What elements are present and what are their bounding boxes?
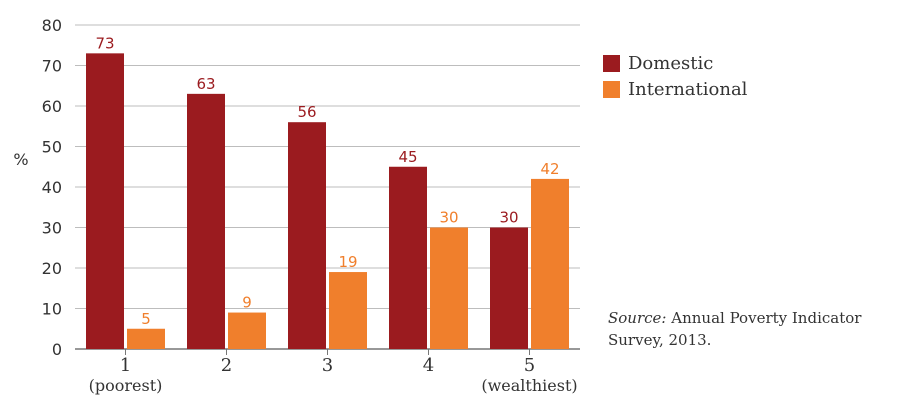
x-tick-label: 5 xyxy=(524,355,535,376)
bar-domestic xyxy=(389,166,427,349)
data-label-international: 42 xyxy=(540,160,559,178)
legend-label-international: International xyxy=(628,78,748,100)
x-tick-sublabel: (poorest) xyxy=(89,376,163,395)
y-tick-label: 0 xyxy=(52,340,62,359)
y-tick-label: 40 xyxy=(42,178,62,197)
data-label-domestic: 63 xyxy=(196,75,215,93)
data-label-international: 9 xyxy=(242,294,252,312)
y-tick-label: 60 xyxy=(42,97,62,116)
legend-swatch-domestic xyxy=(603,54,620,72)
bar-domestic xyxy=(86,53,124,349)
bar-international xyxy=(531,178,569,349)
source-note: Source: Annual Poverty Indicator Survey,… xyxy=(608,307,919,351)
bar-international xyxy=(127,328,165,349)
x-tick-label: 4 xyxy=(423,355,434,376)
bar-domestic xyxy=(490,227,528,349)
data-label-domestic: 56 xyxy=(297,103,316,121)
y-tick-label: 50 xyxy=(42,138,62,157)
bar-international xyxy=(329,272,367,349)
data-label-international: 5 xyxy=(141,310,151,328)
x-tick-label: 1 xyxy=(120,355,131,376)
data-label-domestic: 30 xyxy=(499,209,518,227)
y-tick-label: 10 xyxy=(42,300,62,319)
data-label-domestic: 73 xyxy=(95,34,114,52)
data-label-international: 30 xyxy=(439,209,458,227)
y-tick-label: 20 xyxy=(42,259,62,278)
legend-item-domestic: Domestic xyxy=(603,50,747,76)
legend-item-international: International xyxy=(603,76,747,102)
legend-label-domestic: Domestic xyxy=(628,52,714,74)
x-tick-label: 3 xyxy=(322,355,333,376)
bar-chart: % 0 10 20 30 40 50 60 70 80 1(poorest) 73 5 2 63 9 3 56 1… xyxy=(13,16,580,395)
bar-international xyxy=(430,227,468,349)
source-text: Annual Poverty Indicator Survey, 2013. xyxy=(608,309,862,349)
x-tick-sublabel: (wealthiest) xyxy=(481,376,577,395)
y-axis-label: % xyxy=(13,150,28,169)
data-label-international: 19 xyxy=(338,253,357,271)
bar-international xyxy=(228,312,266,349)
bar-domestic xyxy=(288,122,326,349)
source-prefix: Source: xyxy=(608,309,667,327)
y-tick-label: 70 xyxy=(42,57,62,76)
legend-swatch-international xyxy=(603,80,620,98)
x-tick-label: 2 xyxy=(221,355,232,376)
y-tick-label: 30 xyxy=(42,219,62,238)
bar-domestic xyxy=(187,93,225,349)
legend: Domestic International xyxy=(603,50,747,102)
y-tick-label: 80 xyxy=(42,16,62,35)
data-label-domestic: 45 xyxy=(398,148,417,166)
